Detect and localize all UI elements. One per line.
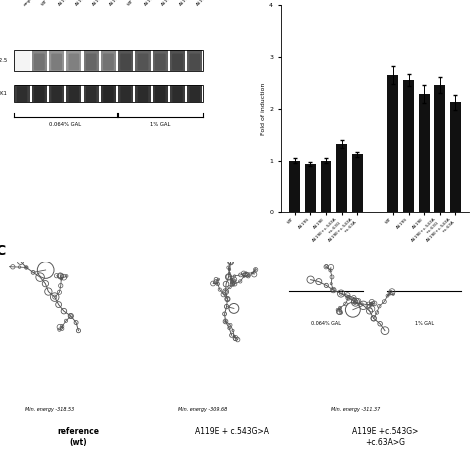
FancyBboxPatch shape [86,86,96,102]
FancyBboxPatch shape [103,86,114,102]
Bar [419,94,429,212]
FancyBboxPatch shape [137,54,148,70]
Text: Min. energy -311.37: Min. energy -311.37 [331,407,381,412]
Text: empty: empty [23,0,36,7]
Text: WT: WT [127,0,134,7]
FancyBboxPatch shape [155,54,165,70]
FancyBboxPatch shape [190,54,200,70]
FancyBboxPatch shape [51,54,62,70]
Bar [187,50,202,71]
Bar [170,50,185,71]
Text: A119E+c.543A+c.63G: A119E+c.543A+c.63G [178,0,216,7]
Bar [101,85,116,102]
Bar [352,155,363,212]
FancyBboxPatch shape [155,86,165,102]
Text: 0.064% GAL: 0.064% GAL [311,320,341,326]
Bar [170,85,185,102]
Bar [136,50,151,71]
FancyBboxPatch shape [34,54,45,70]
Text: WT: WT [40,0,48,7]
Text: A119E+c.543A+c.63G: A119E+c.543A+c.63G [92,0,129,7]
FancyBboxPatch shape [69,86,79,102]
Text: PGK1: PGK1 [0,91,8,96]
Bar [387,75,398,212]
Bar [153,85,168,102]
Text: Min. energy -318.53: Min. energy -318.53 [25,407,74,412]
FancyBboxPatch shape [86,54,97,70]
Bar [187,85,202,102]
Bar [153,50,168,71]
Bar [289,161,300,212]
Bar [305,164,316,212]
Bar [403,80,414,212]
Text: A119E + c.543G>A: A119E + c.543G>A [195,427,269,436]
Bar [434,85,445,212]
Bar [32,85,47,102]
Bar [136,85,151,102]
Bar [450,102,461,212]
Bar [66,50,82,71]
Y-axis label: Fold of induction: Fold of induction [261,82,266,135]
FancyBboxPatch shape [34,86,45,102]
Bar [49,50,64,71]
Text: A119E+c.543A+c.63A: A119E+c.543A+c.63A [196,0,233,7]
Text: A119E: A119E [161,0,174,7]
Bar [83,85,99,102]
Bar [15,85,30,102]
Bar [320,161,331,212]
Bar [49,85,64,102]
Bar [83,50,99,71]
Text: NKX2.5: NKX2.5 [0,58,8,64]
Text: A119E +c.543G>
+c.63A>G: A119E +c.543G> +c.63A>G [352,427,418,447]
Text: A119S: A119S [144,0,156,7]
Bar [118,50,133,71]
FancyBboxPatch shape [68,54,79,70]
Bar [336,144,347,212]
Text: 1% GAL: 1% GAL [150,122,171,127]
Text: A119E+c.543A+c.63A: A119E+c.543A+c.63A [109,0,146,7]
Text: A119E: A119E [75,0,88,7]
Bar [15,50,30,71]
FancyBboxPatch shape [190,86,200,102]
Text: 1% GAL: 1% GAL [415,320,434,326]
FancyBboxPatch shape [120,86,131,102]
Text: C: C [0,244,6,258]
FancyBboxPatch shape [51,86,62,102]
FancyBboxPatch shape [138,86,148,102]
Bar [32,50,47,71]
Bar [14,50,203,71]
Text: 0.064% GAL: 0.064% GAL [49,122,82,127]
Text: reference
(wt): reference (wt) [57,427,100,447]
FancyBboxPatch shape [17,86,27,102]
Bar [101,50,116,71]
FancyBboxPatch shape [120,54,131,70]
Text: A119S: A119S [57,0,70,7]
FancyBboxPatch shape [103,54,114,70]
FancyBboxPatch shape [172,54,183,70]
Text: Min. energy -309.68: Min. energy -309.68 [178,407,228,412]
Bar [66,85,82,102]
Bar [118,85,133,102]
FancyBboxPatch shape [172,86,183,102]
Bar [14,85,203,102]
